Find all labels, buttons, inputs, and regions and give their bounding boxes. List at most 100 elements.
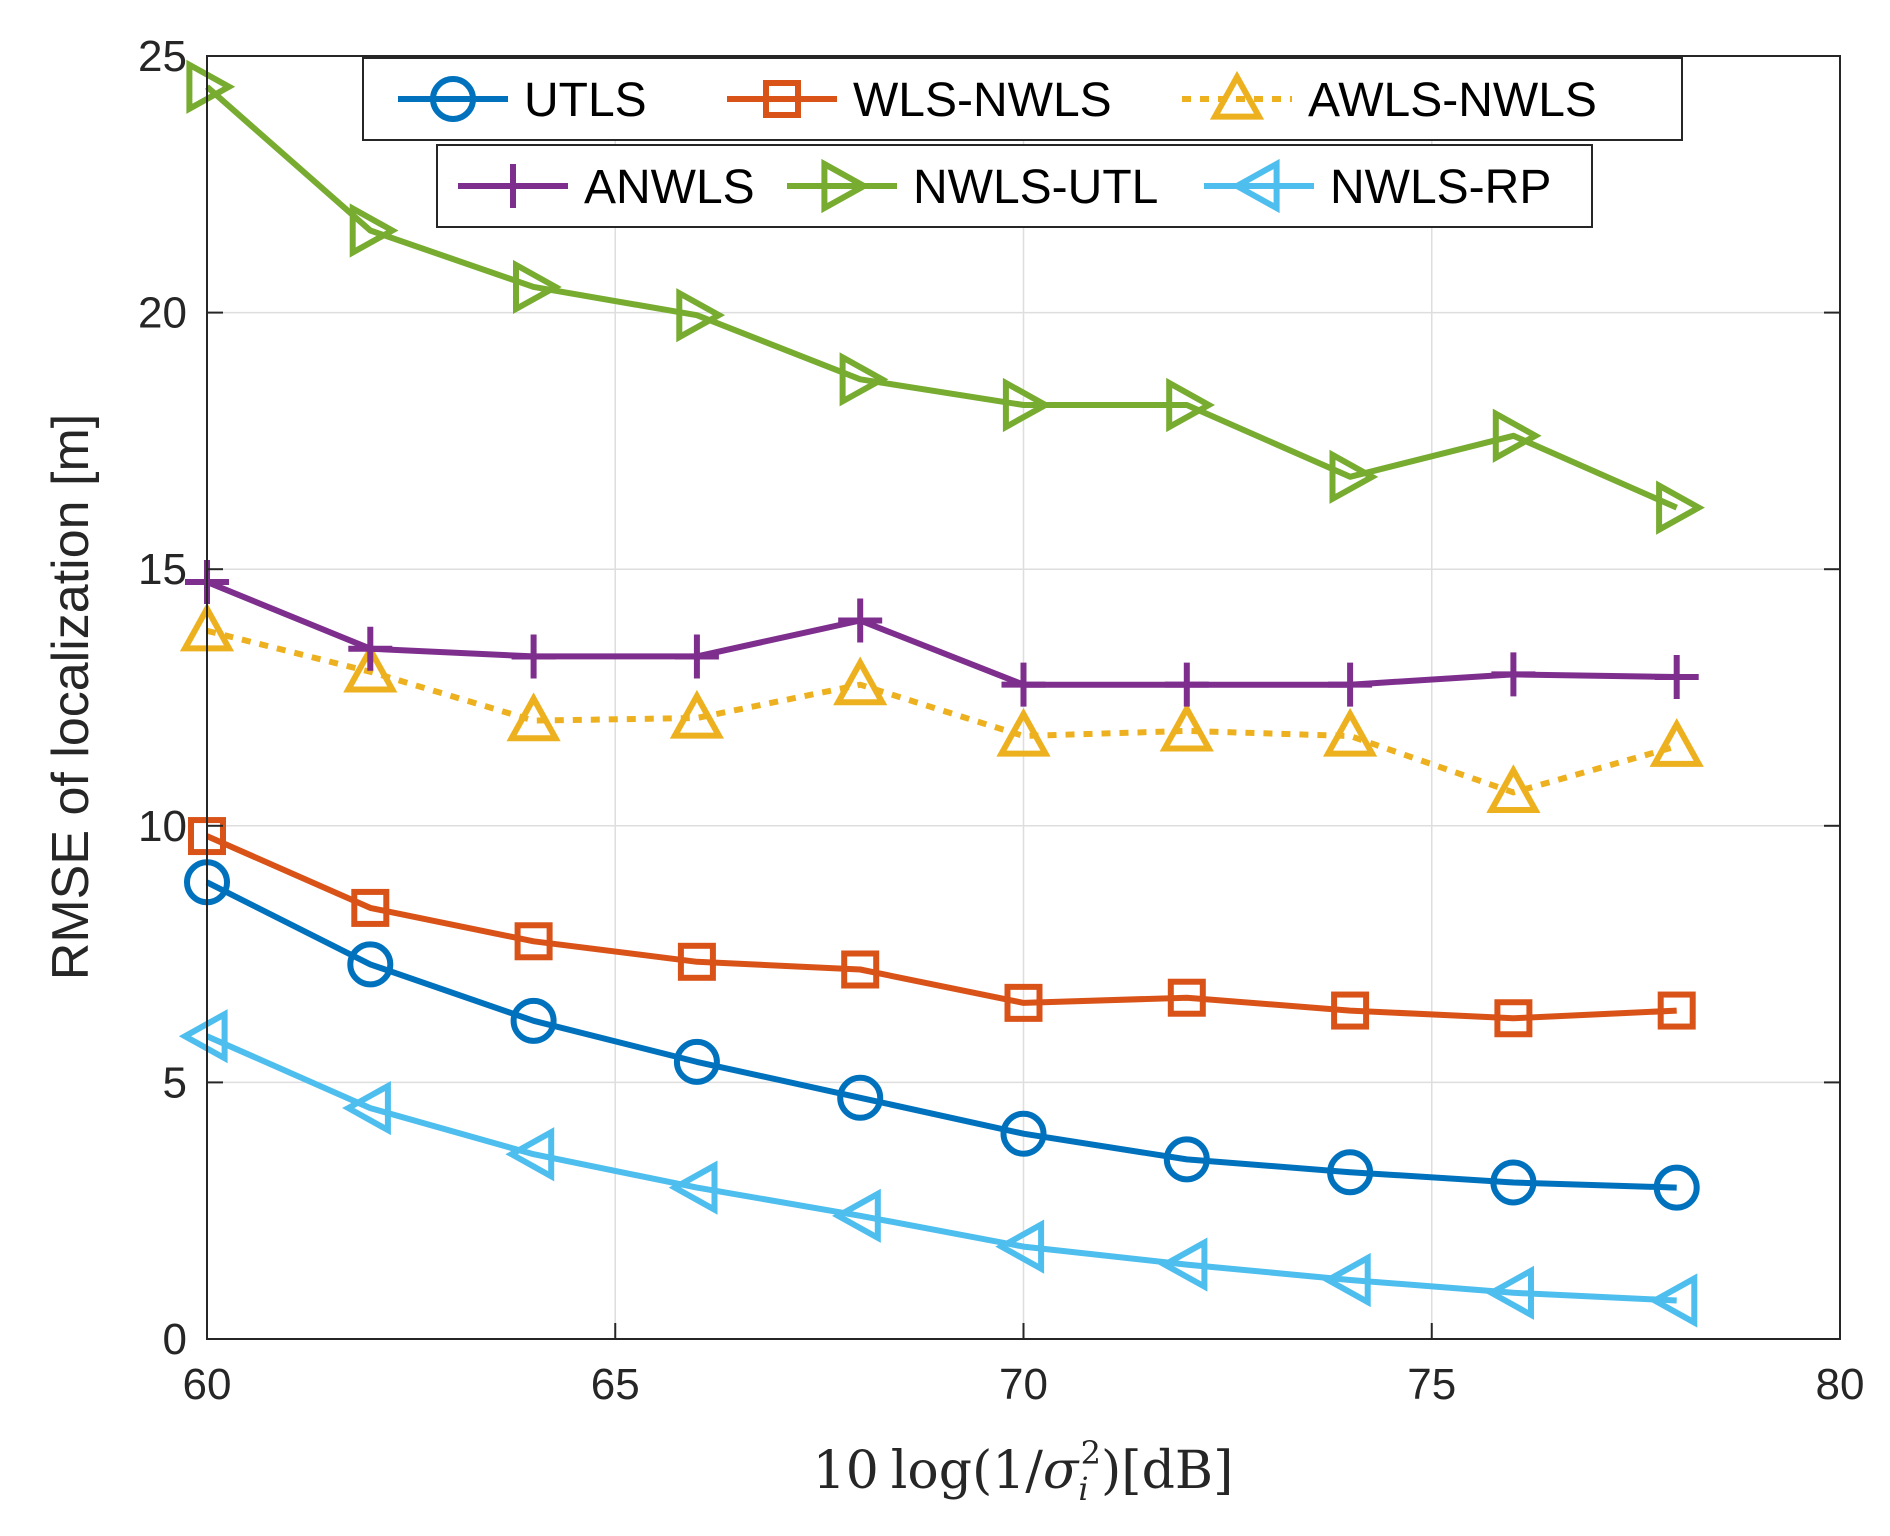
series-wls-nwls [188,817,1696,1038]
data-point-nwls-rp [505,1127,555,1182]
legend-marker-nwls-utl [821,158,871,214]
data-point-utls [1653,1164,1700,1211]
data-point-nwls-utl [349,203,399,258]
data-point-nwls-utl [186,59,236,114]
series-line-anwls [205,579,1677,688]
data-point-utls [347,941,394,988]
data-point-anwls [1491,652,1536,697]
series-nwls-utl [186,59,1705,535]
data-point-nwls-rp [668,1160,718,1215]
legend-entry-nwls-utl: NWLS-UTL [787,158,1158,214]
data-point-awls-nwls [1486,764,1541,814]
x-tick-label: 75 [1407,1360,1456,1409]
legend-entry-awls-nwls: AWLS-NWLS [1182,70,1597,127]
data-point-awls-nwls [996,707,1051,757]
data-point-nwls-rp [342,1080,391,1136]
data-point-wls-nwls [1494,999,1533,1038]
data-point-anwls [1164,662,1209,707]
legend-marker-nwls-rp [1230,158,1280,214]
data-point-awls-nwls [1159,702,1214,752]
legend-entry-nwls-rp: NWLS-RP [1204,158,1551,214]
legend-entry-utls: UTLS [398,74,647,127]
legend-entry-wls-nwls: WLS-NWLS [727,74,1112,127]
y-tick-label: 0 [163,1315,187,1364]
data-point-utls [1327,1149,1374,1196]
x-axis-title-func: log [891,1441,972,1501]
legend-box [362,57,1683,141]
data-point-awls-nwls [506,692,561,742]
data-point-anwls [674,634,719,679]
data-point-anwls [1654,654,1699,699]
series-line-wls-nwls [205,833,1677,1022]
data-point-nwls-utl [513,259,562,315]
axis-ticks: 60 65 70 75 80 0 5 10 15 20 25 [138,32,1864,1409]
data-point-nwls-utl [1656,480,1705,535]
x-axis-title-close: ) [1101,1441,1121,1501]
legend-marker-awls-nwls [1209,70,1265,120]
series-awls-nwls [179,602,1704,814]
legend-label-awls-nwls: AWLS-NWLS [1308,74,1597,127]
legend-label-nwls-utl: NWLS-UTL [913,161,1158,214]
y-tick-label: 25 [138,32,187,81]
x-tick-label: 70 [999,1360,1048,1409]
data-point-nwls-rp [995,1219,1045,1274]
data-point-nwls-rp [1321,1252,1371,1308]
x-axis-title-sub: i [1078,1470,1088,1508]
x-axis-title-open: (1/ [972,1441,1043,1501]
data-point-awls-nwls [1649,718,1704,767]
data-point-wls-nwls [1004,983,1043,1022]
data-point-wls-nwls [514,922,553,961]
data-point-nwls-rp [1648,1273,1698,1328]
y-tick-label: 5 [163,1058,187,1107]
x-axis-title-sup: 2 [1081,1434,1101,1472]
data-point-awls-nwls [343,643,398,693]
legend-entry-anwls: ANWLS [458,161,755,214]
legend-box [436,144,1593,228]
legend: UTLS WLS-NWLS AWLS-NWLS ANWLS NWLS-UTL NWLS-R… [362,57,1683,228]
data-point-nwls-utl [839,352,889,407]
data-point-anwls [511,634,556,679]
data-point-wls-nwls [1657,991,1696,1030]
data-point-nwls-utl [1492,408,1542,463]
legend-label-nwls-rp: NWLS-RP [1330,161,1551,214]
y-tick-label: 15 [138,545,187,594]
data-point-nwls-utl [1166,377,1215,433]
x-axis-title-sigma: σ [1043,1441,1080,1501]
data-point-wls-nwls [1331,991,1370,1030]
data-point-nwls-rp [1485,1265,1534,1320]
data-point-wls-nwls [677,942,716,981]
y-axis-title: RMSE of localization [m] [42,414,100,980]
legend-label-wls-nwls: WLS-NWLS [853,74,1112,127]
series-anwls [185,560,1699,707]
legend-marker-anwls [491,164,535,208]
data-point-awls-nwls [833,656,888,706]
x-axis-title-unit: [dB] [1121,1441,1233,1501]
data-point-wls-nwls [1167,978,1206,1017]
data-point-anwls [1328,662,1373,707]
x-tick-label: 60 [183,1360,232,1409]
data-point-awls-nwls [1323,707,1378,757]
data-point-awls-nwls [669,689,724,739]
series-line-nwls-rp [205,1033,1677,1304]
legend-marker-wls-nwls [763,80,801,118]
legend-label-utls: UTLS [524,74,647,127]
data-point-utls [1163,1136,1210,1183]
series-line-utls [205,879,1677,1191]
y-tick-label: 20 [138,289,187,338]
legend-label-anwls: ANWLS [584,161,755,214]
data-point-utls [1490,1159,1537,1206]
data-point-wls-nwls [841,950,880,989]
x-tick-label: 65 [591,1360,640,1409]
data-point-nwls-utl [1329,449,1379,504]
data-point-nwls-utl [1002,377,1052,433]
grid-lines [207,56,1840,1339]
data-point-wls-nwls [351,888,390,927]
data-point-utls [510,997,557,1044]
data-point-anwls [1001,662,1046,707]
legend-marker-utls [430,76,476,122]
data-point-utls [837,1074,884,1121]
x-axis-title-prefix: 10 [813,1441,879,1501]
data-point-utls [1000,1110,1047,1157]
series-line-awls-nwls [206,627,1678,796]
